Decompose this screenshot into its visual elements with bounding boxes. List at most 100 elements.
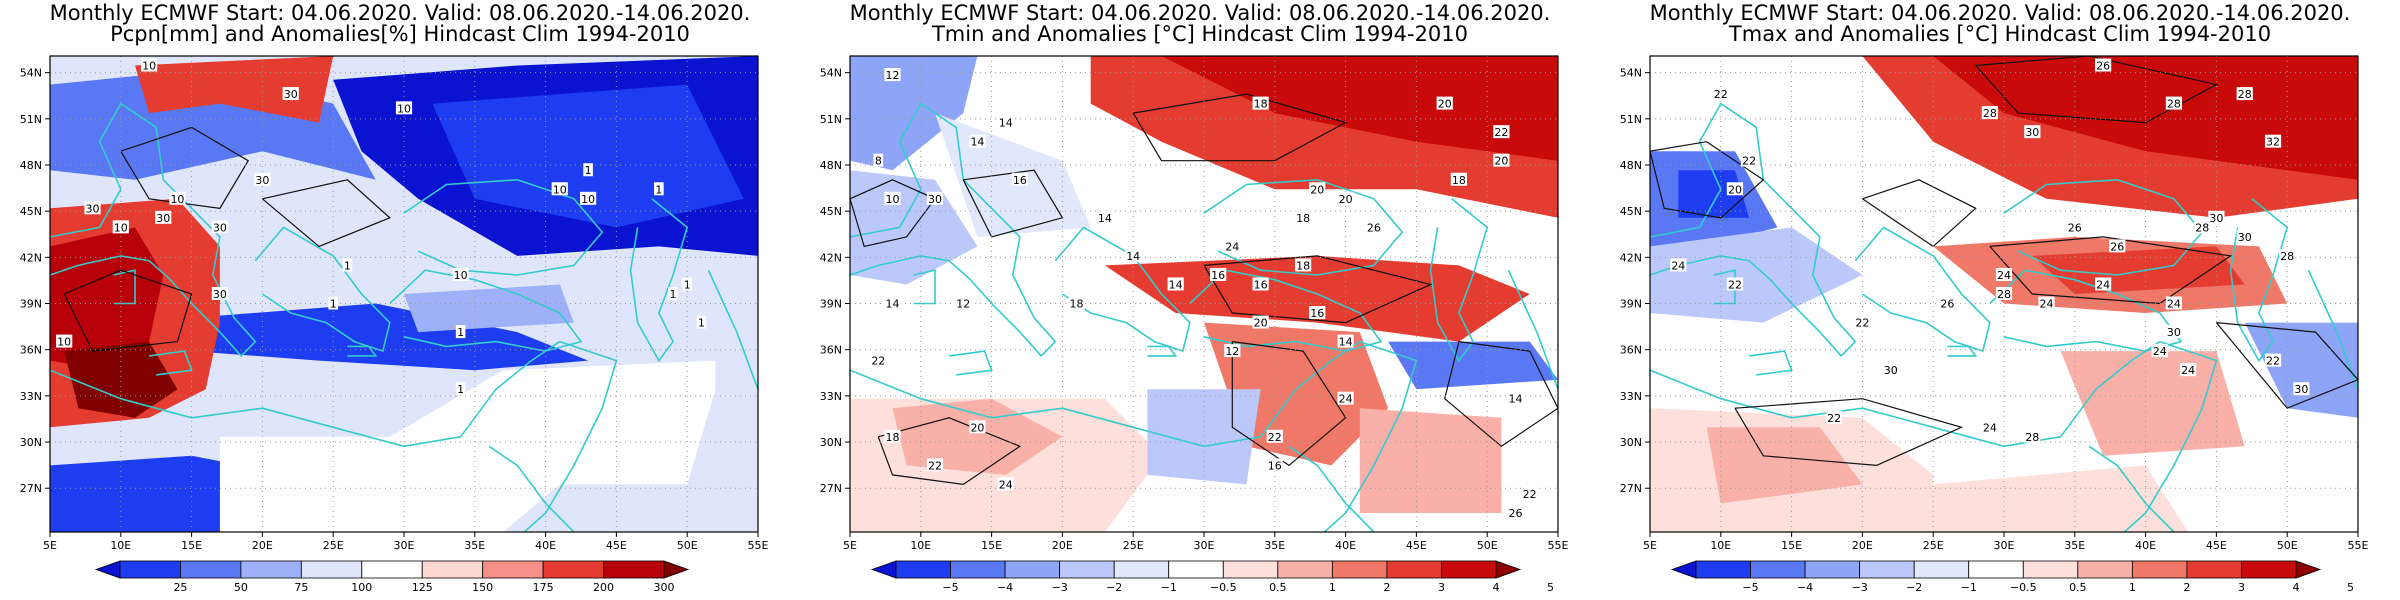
anomaly-patch: [1933, 465, 2189, 532]
coastline: [1507, 269, 1558, 390]
colorbar-segment: [1059, 560, 1115, 579]
contour-label-box: [1981, 420, 1998, 434]
contour-label: 14: [1098, 212, 1112, 225]
colorbar-tick-label: 175: [533, 581, 554, 594]
latitude-tick-label: 39N: [820, 298, 842, 311]
coastline: [403, 178, 604, 276]
colorbar-segment: [1168, 560, 1224, 579]
contour-label-box: [211, 287, 229, 300]
contour-label-box: [551, 182, 568, 196]
contour-label: 26: [1940, 298, 1954, 311]
panel-title-line2: Tmin and Anomalies [°C] Hindcast Clim 19…: [931, 22, 1469, 46]
contour-label-box: [1125, 248, 1142, 262]
contour-label: 14: [1339, 336, 1353, 349]
longitude-tick-label: 50E: [1477, 539, 1498, 552]
colorbar-segment: [180, 560, 242, 579]
contour-label: 16: [1268, 459, 1282, 472]
contour-label-box: [1493, 153, 1510, 167]
contour-label-box: [2066, 220, 2083, 234]
longitude-axis: 5E 10E 15E 20E 25E 30E 35E 40E 45E 50E 55E: [843, 532, 1569, 552]
coastline: [113, 269, 136, 305]
contour-label-box: [884, 68, 901, 82]
longitude-tick-label: 55E: [748, 539, 769, 552]
contour-label-box: [2165, 96, 2183, 110]
contour-labels: 12 14 18 20 22 20 18 8 10 14 16 20 18 14 14 14 16 16 18 14 2…: [870, 68, 1538, 520]
coastline: [707, 269, 758, 390]
contour-label: 22: [1494, 126, 1508, 139]
colorbar-tick-label: 1: [1329, 581, 1336, 594]
contour-label-box: [328, 296, 338, 310]
contour-label: 20: [1494, 155, 1508, 168]
contour-label: 30: [213, 288, 227, 301]
contour-label: 30: [2167, 326, 2181, 339]
lat-lon-grid: [1649, 56, 2359, 532]
coastline: [389, 269, 583, 352]
contour-label-box: [2194, 220, 2211, 234]
contour-label-box: [1507, 391, 1524, 405]
contour-label-box: [884, 429, 901, 443]
contour-label: 1: [585, 164, 592, 177]
contour-label-box: [696, 315, 707, 329]
contour-label-box: [1995, 287, 2013, 300]
longitude-tick-label: 5E: [43, 539, 57, 552]
colorbar-tick-label: −5: [942, 581, 958, 594]
contour-label: 10: [454, 269, 468, 282]
contour-labels: 2622282828303222202626283030282422242628…: [1670, 58, 2310, 444]
latitude-tick-label: 54N: [1620, 67, 1642, 80]
contour-label-box: [1224, 344, 1241, 358]
precipitation-colorbar: 25 50 75 100 125 150 175 200 300: [94, 560, 690, 594]
latitude-tick-label: 39N: [1620, 298, 1642, 311]
colorbar-segment: [361, 560, 423, 579]
contour-label-box: [1521, 486, 1538, 500]
contour-label-box: [1712, 87, 1729, 101]
contour-line: [1734, 398, 1964, 467]
anomaly-patch: [404, 284, 574, 333]
contour-label-box: [1252, 315, 1269, 329]
contour-label: 10: [553, 183, 567, 196]
contour-label-box: [2038, 296, 2055, 310]
contour-label: 1: [330, 298, 337, 311]
contour-label: 22: [1827, 412, 1841, 425]
contour-lines: [63, 126, 391, 352]
contour-label: 24: [2153, 345, 2167, 358]
latitude-tick-label: 48N: [20, 159, 42, 172]
anomaly-patch: [219, 360, 716, 532]
contour-line: [262, 179, 391, 248]
contour-label-box: [2264, 353, 2282, 367]
contour-label-box: [1266, 429, 1283, 443]
contour-label: 22: [1714, 88, 1728, 101]
colorbar-segment: [1113, 560, 1170, 579]
colorbar-tick-label: 3: [1438, 581, 1445, 594]
colorbar-segment: [1804, 560, 1861, 579]
contour-label-box: [1295, 258, 1312, 272]
contour-label: 18: [1452, 174, 1466, 187]
latitude-tick-label: 33N: [1620, 390, 1642, 403]
contour-label: 1: [684, 278, 691, 291]
contour-label-box: [2151, 344, 2168, 358]
contour-label: 14: [885, 298, 899, 311]
contour-label-box: [873, 153, 884, 167]
coastline: [850, 340, 1361, 448]
latitude-tick-label: 33N: [820, 390, 842, 403]
contour-label: 22: [1523, 488, 1537, 501]
contour-label: 12: [885, 69, 899, 82]
contour-label: 16: [1310, 307, 1324, 320]
longitude-tick-label: 40E: [1335, 539, 1356, 552]
contour-label: 28: [2280, 250, 2294, 263]
longitude-tick-label: 30E: [394, 539, 415, 552]
longitude-tick-label: 30E: [1994, 539, 2015, 552]
colorbar-segment: [1441, 560, 1497, 579]
colorbar-segment: [421, 560, 484, 579]
longitude-tick-label: 15E: [1781, 539, 1802, 552]
coastline: [347, 345, 378, 357]
panel-title-line2: Pcpn[mm] and Anomalies[%] Hindcast Clim …: [110, 22, 690, 46]
contour-label-box: [1096, 210, 1113, 224]
contour-label-box: [969, 134, 986, 148]
panel-tmin: Monthly ECMWF Start: 04.06.2020. Valid: …: [800, 0, 1600, 600]
contour-label-box: [2165, 325, 2183, 339]
colorbar-tick-label: −2: [1106, 581, 1122, 594]
colorbar-tick-label: 2: [2183, 581, 2190, 594]
contour-label-box: [1854, 315, 1871, 329]
colorbar-segment: [950, 560, 1006, 579]
colorbar-tick-label: −1: [1961, 581, 1977, 594]
